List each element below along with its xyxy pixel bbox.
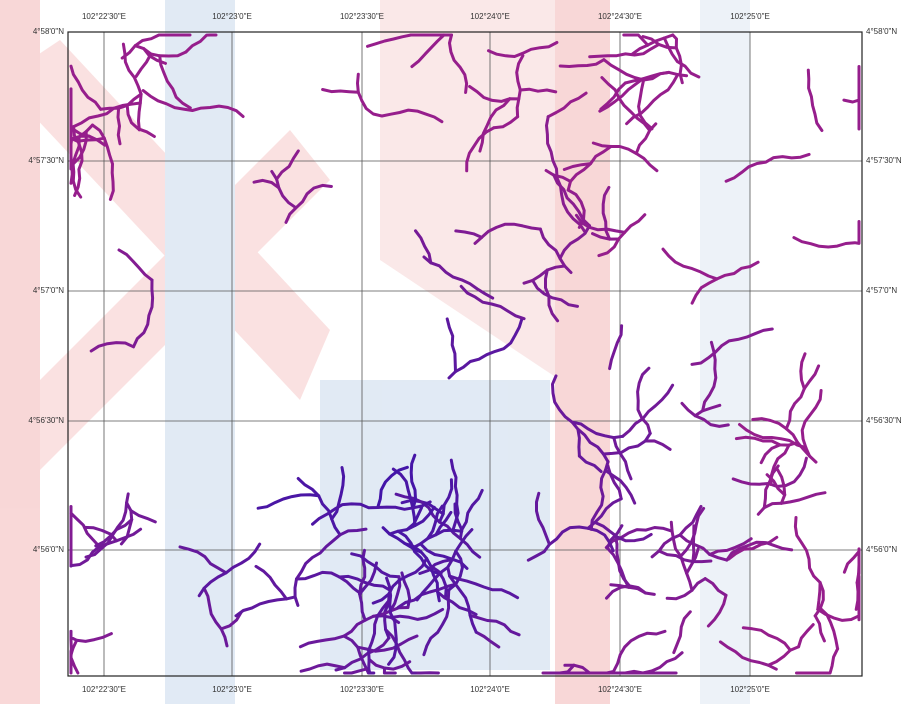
stream — [802, 391, 821, 457]
stream — [815, 616, 824, 641]
stream — [578, 429, 580, 456]
longitude-label: 102°24'30"E — [598, 12, 642, 21]
stream — [236, 597, 295, 616]
stream — [801, 354, 805, 389]
stream — [131, 511, 155, 522]
stream — [797, 649, 838, 673]
stream — [638, 368, 651, 433]
latitude-label: 4°56'30"N — [28, 416, 64, 425]
stream — [258, 495, 319, 509]
stream — [674, 612, 691, 653]
stream — [447, 319, 455, 372]
latitude-label: 4°56'0"N — [33, 545, 64, 554]
latitude-label: 4°58'0"N — [33, 27, 64, 36]
latitude-label: 4°57'0"N — [33, 286, 64, 295]
longitude-label: 102°24'0"E — [470, 12, 510, 21]
stream — [119, 250, 152, 280]
stream — [794, 232, 859, 247]
latitude-label: 4°57'30"N — [866, 156, 902, 165]
stream — [118, 108, 120, 144]
map-view: 102°22'30"E 102°22'30"E 102°23'0"E 102°23'0… — [0, 0, 924, 704]
latitude-label: 4°56'0"N — [866, 545, 897, 554]
stream — [808, 70, 822, 130]
longitude-label: 102°24'0"E — [470, 685, 510, 694]
longitude-label: 102°23'30"E — [340, 12, 384, 21]
stream — [799, 625, 814, 647]
stream — [614, 438, 631, 479]
stream — [616, 653, 682, 673]
latitude-label: 4°57'30"N — [28, 156, 64, 165]
longitude-label: 102°23'0"E — [212, 12, 252, 21]
stream — [758, 493, 825, 515]
stream — [818, 583, 820, 610]
longitude-label: 102°23'30"E — [340, 685, 384, 694]
stream — [71, 631, 111, 641]
latitude-label: 4°56'30"N — [866, 416, 902, 425]
stream — [645, 441, 670, 450]
longitude-label: 102°22'30"E — [82, 12, 126, 21]
longitude-label: 102°25'0"E — [730, 12, 770, 21]
stream — [256, 566, 286, 599]
longitude-label: 102°22'30"E — [82, 685, 126, 694]
stream — [667, 579, 705, 599]
stream — [771, 445, 789, 484]
stream — [136, 54, 151, 77]
stream — [844, 67, 859, 103]
longitude-label: 102°23'0"E — [212, 685, 252, 694]
longitude-label: 102°25'0"E — [730, 685, 770, 694]
stream — [604, 60, 669, 80]
latitude-label: 4°58'0"N — [866, 27, 897, 36]
stream — [768, 647, 798, 666]
stream — [844, 549, 859, 574]
stream — [71, 513, 99, 546]
stream — [323, 90, 359, 93]
stream — [71, 529, 141, 566]
latitude-label: 4°57'0"N — [866, 286, 897, 295]
longitude-label: 102°24'30"E — [598, 685, 642, 694]
